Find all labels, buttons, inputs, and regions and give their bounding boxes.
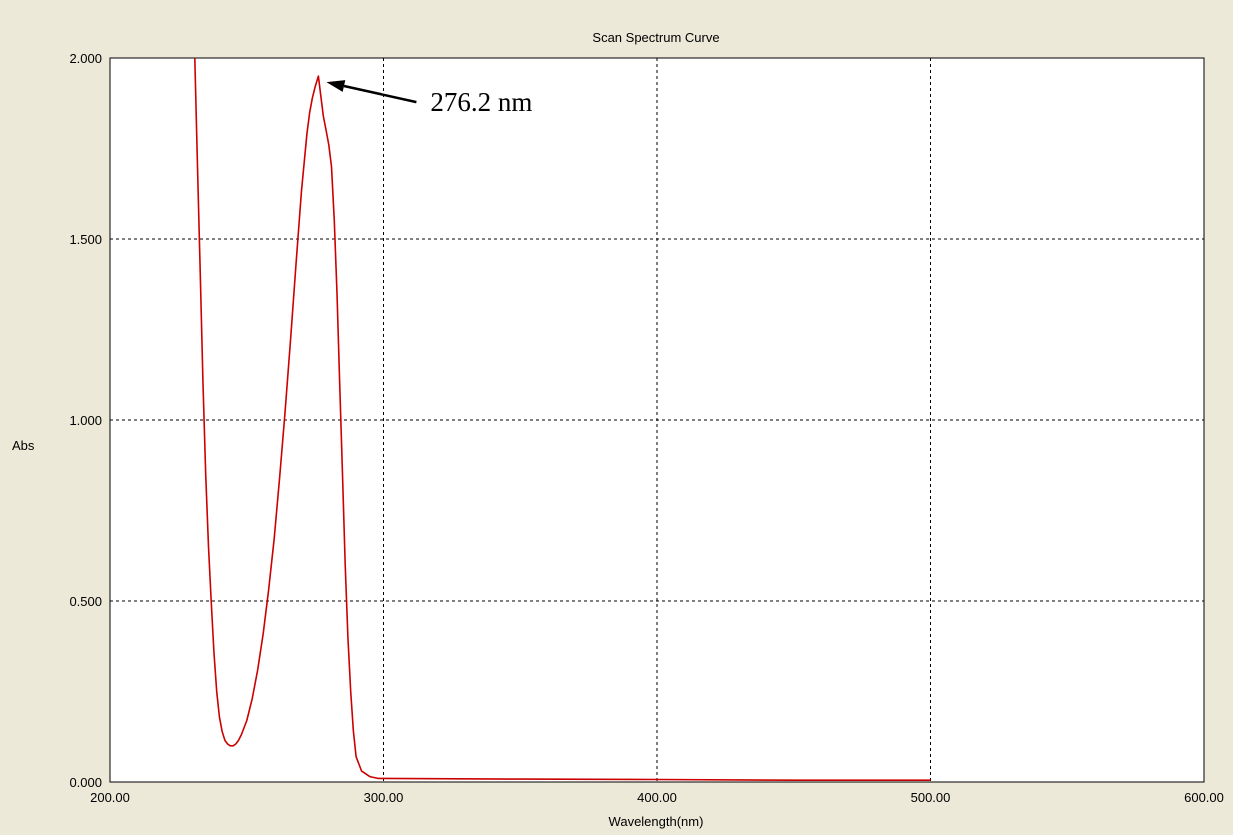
y-tick-labels: 0.000 0.500 1.000 1.500 2.000	[69, 51, 102, 790]
y-tick-label: 0.000	[69, 775, 102, 790]
grid-lines	[110, 58, 1204, 782]
x-tick-label: 400.00	[637, 790, 677, 805]
spectrum-series-line	[194, 57, 931, 781]
plot-border	[109, 57, 1205, 783]
series-layer	[194, 57, 931, 781]
x-tick-label: 500.00	[911, 790, 951, 805]
y-axis-title: Abs	[12, 438, 35, 453]
x-tick-label: 300.00	[364, 790, 404, 805]
annotation-arrow-head	[326, 80, 346, 92]
annotation-arrow-line	[343, 84, 417, 104]
annotation-label: 276.2 nm	[430, 87, 532, 117]
peak-annotation: 276.2 nm	[326, 80, 532, 117]
y-tick-label: 0.500	[69, 594, 102, 609]
y-tick-label: 2.000	[69, 51, 102, 66]
x-tick-labels: 200.00 300.00 400.00 500.00 600.00	[90, 790, 1224, 805]
y-tick-label: 1.000	[69, 413, 102, 428]
x-tick-label: 600.00	[1184, 790, 1224, 805]
x-axis-title: Wavelength(nm)	[609, 814, 704, 829]
y-tick-label: 1.500	[69, 232, 102, 247]
chart-title: Scan Spectrum Curve	[592, 30, 719, 45]
x-tick-label: 200.00	[90, 790, 130, 805]
